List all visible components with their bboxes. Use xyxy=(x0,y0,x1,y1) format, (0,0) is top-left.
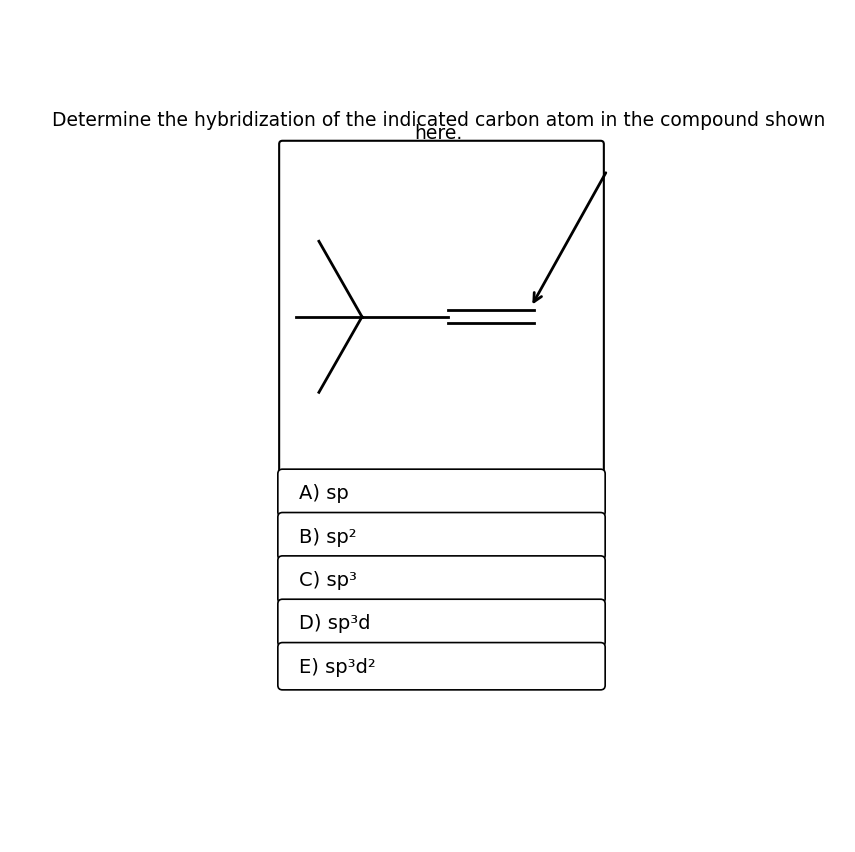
FancyBboxPatch shape xyxy=(279,141,604,473)
FancyBboxPatch shape xyxy=(278,642,605,690)
FancyBboxPatch shape xyxy=(278,600,605,647)
FancyBboxPatch shape xyxy=(278,556,605,603)
Text: E) sp³d²: E) sp³d² xyxy=(299,657,376,676)
FancyBboxPatch shape xyxy=(278,513,605,560)
Text: C) sp³: C) sp³ xyxy=(299,570,357,590)
Text: B) sp²: B) sp² xyxy=(299,527,357,546)
Text: A) sp: A) sp xyxy=(299,484,349,503)
Text: D) sp³d: D) sp³d xyxy=(299,613,370,633)
Text: Determine the hybridization of the indicated carbon atom in the compound shown: Determine the hybridization of the indic… xyxy=(51,111,825,130)
Text: here.: here. xyxy=(414,124,463,143)
FancyBboxPatch shape xyxy=(278,469,605,517)
